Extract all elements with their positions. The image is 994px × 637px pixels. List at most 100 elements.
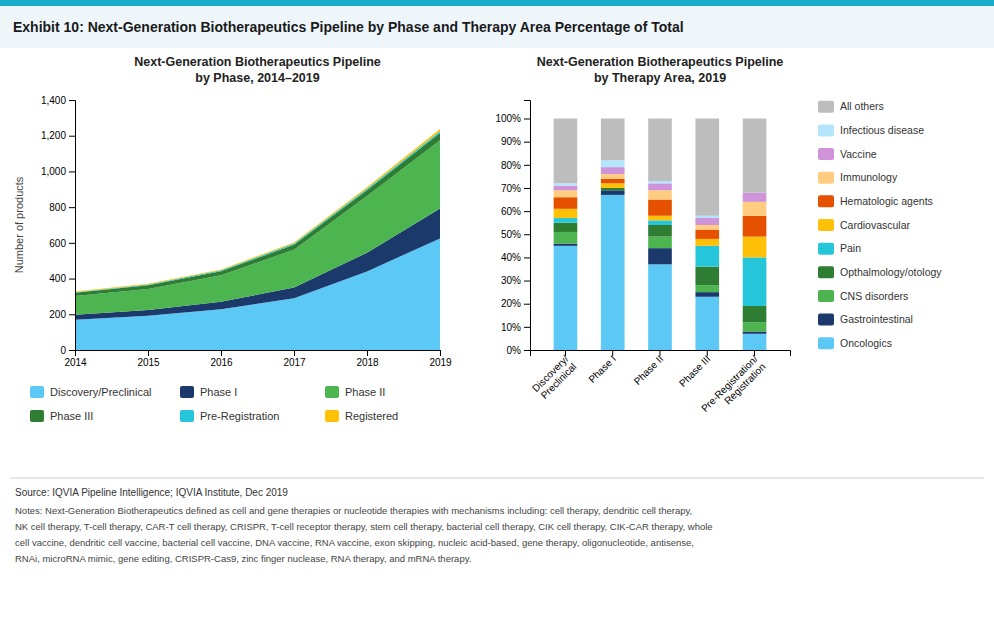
y-tick-mark xyxy=(524,304,530,305)
x-tick-label: 2017 xyxy=(283,357,306,368)
x-tick-mark xyxy=(612,350,613,356)
legend-label: Discovery/Preclinical xyxy=(50,386,151,398)
bar-segment xyxy=(601,167,625,174)
bar-segment xyxy=(554,119,578,184)
y-tick-label: 1,000 xyxy=(41,166,66,177)
legend-label: Phase II xyxy=(345,386,385,398)
bar-segment xyxy=(554,244,578,246)
x-tick: 2018 xyxy=(356,350,379,368)
y-axis: 02004006008001,0001,2001,400 xyxy=(41,95,76,356)
legend-label: Cardiovascular xyxy=(840,219,911,231)
x-tick-label: Pre-Registration/Registration xyxy=(699,353,768,422)
y-tick-mark xyxy=(69,350,75,351)
area xyxy=(75,133,440,296)
legend-swatch xyxy=(30,386,44,398)
bar-segment xyxy=(648,190,672,199)
y-tick-mark xyxy=(69,136,75,137)
bar-segment xyxy=(648,264,672,350)
x-tick: 2017 xyxy=(283,350,306,368)
bar-segment xyxy=(695,285,719,292)
legend-label: Immunology xyxy=(840,171,898,183)
x-tick-mark xyxy=(754,350,755,356)
x-tick-label-line: Phase I xyxy=(586,353,618,385)
separator xyxy=(10,478,984,479)
x-axis: Discovery/PreclinicalPhase IPhase IIPhas… xyxy=(530,350,791,422)
y-tick-mark xyxy=(69,171,75,172)
x-tick-label: 2018 xyxy=(356,357,379,368)
bar-segment xyxy=(648,216,672,221)
y-tick-label: 60% xyxy=(501,206,521,217)
bar-segment xyxy=(743,119,767,193)
y-tick-label: 600 xyxy=(49,238,66,249)
y-tick: 800 xyxy=(49,202,75,213)
legend-swatch xyxy=(325,386,339,398)
y-tick: 1,400 xyxy=(41,95,75,106)
chart-title: Next-Generation Biotherapeutics Pipeline… xyxy=(537,55,784,85)
y-tick: 40% xyxy=(501,252,530,263)
x-tick-mark xyxy=(565,350,566,356)
legend: All othersInfectious diseaseVaccineImmun… xyxy=(818,100,942,349)
bar-segment xyxy=(695,297,719,350)
bar-segment xyxy=(695,225,719,230)
legend-swatch xyxy=(818,243,834,255)
x-tick-mark xyxy=(221,350,222,356)
bar-segment xyxy=(601,160,625,167)
legend-label: Vaccine xyxy=(840,148,877,160)
bar-segment xyxy=(695,246,719,267)
bar-segment xyxy=(601,119,625,161)
bar-segment xyxy=(648,183,672,190)
chart-title-line: Next-Generation Biotherapeutics Pipeline xyxy=(537,55,784,69)
header-strip xyxy=(0,0,994,6)
legend-swatch xyxy=(818,172,834,184)
x-tick-label: Phase III xyxy=(677,353,713,389)
y-axis-label: Number of products xyxy=(13,176,25,273)
y-tick-mark xyxy=(524,234,530,235)
bar-segment xyxy=(554,183,578,185)
bar-segment xyxy=(648,200,672,216)
x-tick: Pre-Registration/Registration xyxy=(699,350,768,422)
x-tick-mark xyxy=(660,350,661,356)
y-tick: 1,200 xyxy=(41,130,75,141)
legend-label: Opthalmology/otology xyxy=(840,266,942,278)
y-tick-label: 10% xyxy=(501,322,521,333)
bar-segment xyxy=(554,218,578,223)
bar-segment xyxy=(648,225,672,237)
bar-segment xyxy=(695,292,719,297)
legend-label: Oncologics xyxy=(840,337,892,349)
y-tick-mark xyxy=(524,211,530,212)
legend-swatch xyxy=(818,337,834,349)
y-tick-label: 200 xyxy=(49,309,66,320)
bar-segment xyxy=(554,197,578,209)
bar-segment xyxy=(648,248,672,264)
y-tick-mark xyxy=(69,279,75,280)
x-tick: Phase I xyxy=(586,350,618,385)
x-tick-mark xyxy=(707,350,708,356)
y-tick-label: 50% xyxy=(501,229,521,240)
notes-line: Notes: Next-Generation Biotherapeutics d… xyxy=(15,505,692,516)
bar-segment xyxy=(743,334,767,350)
bar-segment xyxy=(601,188,625,190)
x-tick-mark xyxy=(367,350,368,356)
bar-segment xyxy=(601,179,625,184)
bar-segment xyxy=(554,190,578,197)
y-tick-label: 20% xyxy=(501,298,521,309)
bar-segment xyxy=(695,216,719,218)
y-tick-label: 90% xyxy=(501,136,521,147)
chart: 20142015201620172018201902004006008001,0… xyxy=(13,55,452,368)
x-tick-label: Phase I xyxy=(586,353,618,385)
y-tick: 20% xyxy=(501,298,530,309)
bar-segment xyxy=(743,216,767,237)
legend-swatch xyxy=(818,124,834,136)
legend-swatch xyxy=(180,410,194,422)
notes-line: RNAi, microRNA mimic, gene editing, CRIS… xyxy=(15,553,471,564)
bar-segment xyxy=(554,232,578,244)
x-tick-label-line: Registration xyxy=(722,361,768,407)
x-tick-mark xyxy=(440,350,441,356)
y-tick: 70% xyxy=(501,183,530,194)
legend-swatch xyxy=(325,410,339,422)
y-tick: 60% xyxy=(501,206,530,217)
area xyxy=(75,131,440,293)
x-tick: Phase II xyxy=(632,350,666,387)
legend-label: Registered xyxy=(345,410,398,422)
y-tick: 80% xyxy=(501,160,530,171)
